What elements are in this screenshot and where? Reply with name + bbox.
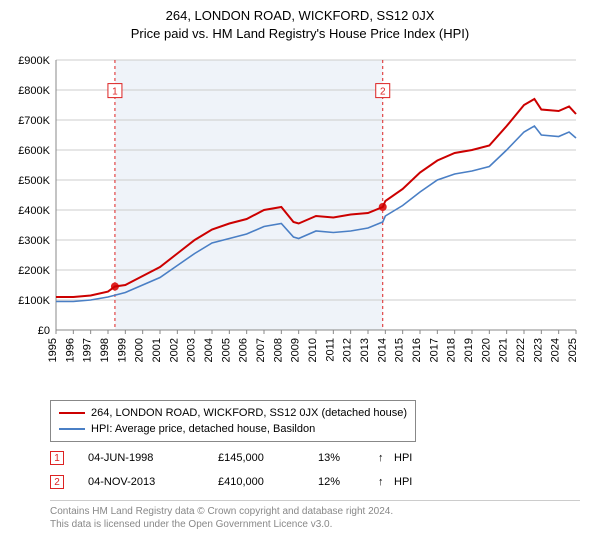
svg-text:£700K: £700K — [18, 115, 50, 127]
svg-text:2016: 2016 — [411, 338, 423, 362]
transaction-ref: HPI — [394, 476, 412, 488]
svg-text:2020: 2020 — [480, 338, 492, 362]
svg-text:2003: 2003 — [186, 338, 198, 362]
legend-label: HPI: Average price, detached house, Basi… — [91, 423, 315, 435]
legend-swatch — [59, 428, 85, 430]
svg-text:£900K: £900K — [18, 55, 50, 67]
svg-text:2002: 2002 — [168, 338, 180, 362]
svg-text:2025: 2025 — [567, 338, 579, 362]
svg-text:2024: 2024 — [550, 338, 562, 362]
svg-text:2018: 2018 — [446, 338, 458, 362]
svg-text:1999: 1999 — [116, 338, 128, 362]
svg-text:2008: 2008 — [272, 338, 284, 362]
arrow-up-icon: ↑ — [378, 452, 394, 464]
svg-text:£300K: £300K — [18, 235, 50, 247]
svg-text:2015: 2015 — [394, 338, 406, 362]
transaction-date: 04-NOV-2013 — [88, 476, 218, 488]
svg-text:£400K: £400K — [18, 205, 50, 217]
line-chart: £0 £100K £200K £300K £400K £500K £600K £700K £80… — [0, 50, 600, 390]
svg-text:2006: 2006 — [238, 338, 250, 362]
svg-text:£500K: £500K — [18, 175, 50, 187]
svg-text:2019: 2019 — [463, 338, 475, 362]
svg-text:2013: 2013 — [359, 338, 371, 362]
svg-text:£800K: £800K — [18, 85, 50, 97]
chart-footer: Contains HM Land Registry data © Crown c… — [50, 500, 580, 531]
svg-text:2: 2 — [380, 87, 386, 98]
svg-text:2001: 2001 — [151, 338, 163, 362]
svg-text:1995: 1995 — [47, 338, 59, 362]
transaction-date: 04-JUN-1998 — [88, 452, 218, 464]
svg-text:£0: £0 — [38, 325, 50, 337]
transaction-ref: HPI — [394, 452, 412, 464]
svg-text:2010: 2010 — [307, 338, 319, 362]
svg-text:2005: 2005 — [220, 338, 232, 362]
transaction-row: 2 04-NOV-2013£410,00012%↑HPI — [50, 470, 412, 494]
transaction-marker: 2 — [50, 475, 64, 489]
svg-text:2004: 2004 — [203, 338, 215, 362]
arrow-up-icon: ↑ — [378, 476, 394, 488]
transaction-table: 1 04-JUN-1998£145,00013%↑HPI 2 04-NOV-2013£… — [50, 446, 412, 494]
chart-legend: 264, LONDON ROAD, WICKFORD, SS12 0JX (de… — [50, 400, 416, 442]
transaction-price: £145,000 — [218, 452, 318, 464]
svg-text:2014: 2014 — [376, 338, 388, 362]
chart-title-block: 264, LONDON ROAD, WICKFORD, SS12 0JX Pri… — [0, 0, 600, 41]
svg-text:2021: 2021 — [498, 338, 510, 362]
legend-item: HPI: Average price, detached house, Basi… — [59, 421, 407, 437]
chart-title-subtitle: Price paid vs. HM Land Registry's House … — [0, 26, 600, 41]
svg-text:£100K: £100K — [18, 295, 50, 307]
legend-swatch — [59, 412, 85, 414]
svg-text:1997: 1997 — [82, 338, 94, 362]
transaction-marker: 1 — [50, 451, 64, 465]
footer-line2: This data is licensed under the Open Gov… — [50, 518, 580, 531]
svg-text:2012: 2012 — [342, 338, 354, 362]
svg-text:2007: 2007 — [255, 338, 267, 362]
legend-label: 264, LONDON ROAD, WICKFORD, SS12 0JX (de… — [91, 407, 407, 419]
legend-item: 264, LONDON ROAD, WICKFORD, SS12 0JX (de… — [59, 405, 407, 421]
svg-text:£200K: £200K — [18, 265, 50, 277]
transaction-pct: 12% — [318, 476, 378, 488]
transaction-row: 1 04-JUN-1998£145,00013%↑HPI — [50, 446, 412, 470]
transaction-price: £410,000 — [218, 476, 318, 488]
svg-text:2023: 2023 — [532, 338, 544, 362]
svg-text:1: 1 — [112, 87, 118, 98]
svg-text:2009: 2009 — [290, 338, 302, 362]
svg-text:£600K: £600K — [18, 145, 50, 157]
svg-text:2000: 2000 — [134, 338, 146, 362]
svg-text:2022: 2022 — [515, 338, 527, 362]
svg-text:2011: 2011 — [324, 338, 336, 362]
footer-line1: Contains HM Land Registry data © Crown c… — [50, 505, 580, 518]
chart-title-address: 264, LONDON ROAD, WICKFORD, SS12 0JX — [0, 8, 600, 23]
svg-text:1998: 1998 — [99, 338, 111, 362]
svg-text:2017: 2017 — [428, 338, 440, 362]
svg-text:1996: 1996 — [64, 338, 76, 362]
transaction-pct: 13% — [318, 452, 378, 464]
